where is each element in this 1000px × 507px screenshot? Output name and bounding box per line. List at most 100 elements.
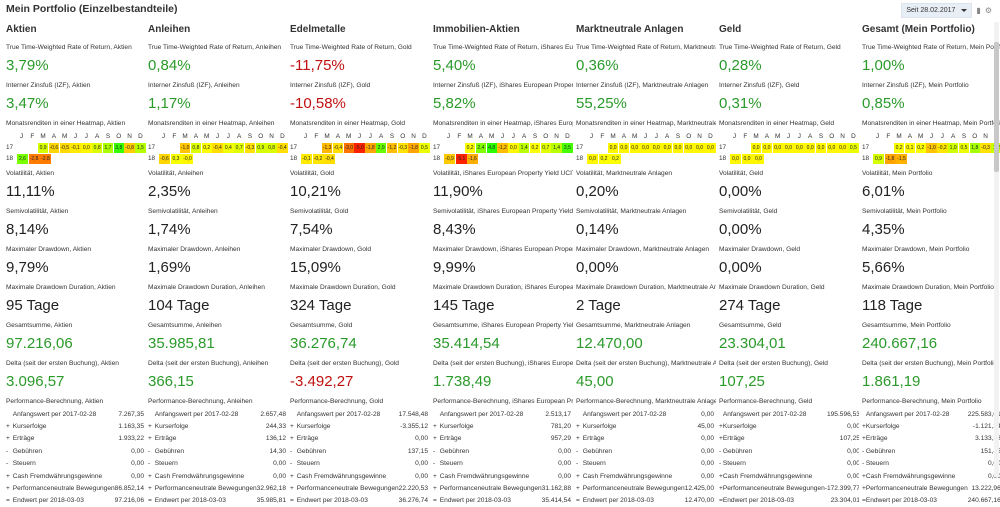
performance-label: Endwert per 2018-03-03 [722,497,794,505]
performance-label: Erträge [439,435,462,443]
total-label-prefix: Gesamtsumme [576,322,621,329]
performance-sign: = [6,497,10,505]
delta-label-subject: Marktneutrale Anlagen [670,360,716,367]
semivolatility-label: Semivolatilität, Gold [290,207,430,217]
heatmap-month-label: S [961,133,967,140]
document-icon[interactable]: ▮ [976,6,981,15]
heatmap-month-label: O [400,133,406,140]
delta-value: 366,15 [148,373,194,390]
vertical-scrollbar[interactable] [994,22,999,477]
max_drawdown_duration-label-subject: Geld [810,284,825,291]
izf-label: Interner Zinsfuß (IZF), iShares European… [433,81,573,91]
performance-sign: = [148,497,152,505]
performance-sign: + [862,423,866,431]
heatmap-year-label: 18 [6,155,14,162]
semivolatility-label-subject: Marktneutrale Anlagen [620,208,687,215]
performance-value: -1.121,24 [972,423,1000,431]
performance-value: 12.425,00 [684,485,714,493]
heatmap-cell: 0,0 [730,153,741,164]
performance-row: + Erträge 0,00 [576,433,714,445]
heatmap-year-label: 18 [862,155,870,162]
performance-sign: - [290,460,293,468]
separator: , [781,82,786,89]
performance-value: 32.962,18 [256,485,286,493]
separator: , [477,322,482,329]
performance-label: Performanceneutrale Bewegungen [12,485,115,493]
heatmap-month-label: S [389,133,395,140]
monthly-returns-heatmap: J F M A M J J A S O N D 17 -1,3 -0,4 -3,0 -5,0 -1,8 2,9 -1,… [290,131,430,164]
volatility-label-prefix: Volatilität [576,170,603,177]
performance-sign: - [6,447,9,455]
separator: , [352,82,357,89]
performance-row: - Gebühren 137,15 [290,445,428,457]
performance-sign: + [290,435,294,443]
heatmap-row: 18 -0,1 -0,2 -0,4 [290,153,430,164]
performance-label: Steuern [582,460,606,468]
column-heading: Geld [719,24,742,35]
heatmap-cell: 0,0 [672,142,684,153]
heatmap-cell: -0,6 [159,153,170,164]
heatmap-cell: 0,8 [190,142,202,153]
total-value: 12.470,00 [576,335,643,352]
volatility-label-prefix: Volatilität [719,170,746,177]
performance-row: -Steuern 0,00 [862,458,1000,470]
heatmap-month-label: M [896,133,902,140]
performance-value: 151,45 [980,447,1000,455]
performance-label: Performance-Berechnung, Aktien [6,397,146,407]
volatility-label-subject: Geld [749,170,764,177]
heatmap-cell: 0,2 [464,142,476,153]
izf-label-prefix: Interner Zinsfuß (IZF) [719,82,782,89]
ttwror-value: 5,40% [433,57,476,74]
performance-value: 240.667,16 [967,497,1000,505]
delta-label: Delta (seit der ersten Buchung), Marktne… [576,359,716,369]
semivolatility-label-subject: Anleihen [192,208,218,215]
scrollbar-thumb[interactable] [994,42,999,172]
performance-row: -Steuern 0,00 [6,458,144,470]
semivolatility-value: 1,74% [148,221,191,238]
heatmap-cell: 0,0 [741,153,753,164]
heatmap-cell: 3,5 [562,142,573,153]
separator: , [745,170,750,177]
heatmap-label-subject: Marktneutrale Anlagen [677,120,716,127]
separator: , [663,284,668,291]
performance-label: Gebühren [296,447,327,455]
separator: , [245,120,249,127]
period-dropdown[interactable]: Seit 28.02.2017 [901,3,973,18]
separator: , [524,360,528,367]
ttwror-label-subject: Marktneutrale Anlagen [683,44,716,51]
heatmap-cell: 4,8 [486,142,497,153]
performance-sign: + [6,435,10,443]
volatility-label: Volatilität, Marktneutrale Anlagen [576,169,716,179]
heatmap-month-label: J [589,133,594,140]
heatmap-month-label: J [643,133,648,140]
heatmap-cell: 2,9 [376,142,387,153]
heatmap-year-label: 18 [148,155,156,162]
performance-label: Erträge [582,435,605,443]
performance-sign: + [148,423,152,431]
performance-row: + Performanceneutrale Bewegungen 12.425,00 [576,482,714,494]
heatmap-month-label: J [929,133,934,140]
total-label-prefix: Gesamtsumme [719,322,764,329]
delta-label: Delta (seit der ersten Buchung), Anleihe… [148,359,288,369]
performance-sign: = [576,497,580,505]
performance-value: 17.548,48 [398,410,428,418]
performance-label-subject: Gold [369,398,384,405]
performance-label: Performanceneutrale Bewegungen [865,485,968,493]
heatmap-month-label: M [610,133,616,140]
performance-sign: + [576,435,580,443]
performance-value: 36.276,74 [398,497,428,505]
max_drawdown_duration-label-subject: Marktneutrale Anlagen [667,284,716,291]
performance-label: Steuern [12,460,36,468]
gear-icon[interactable]: ⚙ [984,6,992,15]
volatility-label-subject: Aktien [35,170,55,177]
delta-label: Delta (seit der ersten Buchung), iShares… [433,359,573,369]
izf-label: Interner Zinsfuß (IZF), Anleihen [148,81,288,91]
max_drawdown-value: 0,00% [719,259,762,276]
performance-value: 0,00 [701,460,714,468]
separator: , [174,170,178,177]
ttwror-value: 0,28% [719,57,762,74]
heatmap-month-label: A [907,133,913,140]
performance-sign: + [6,423,10,431]
separator: , [353,246,358,253]
